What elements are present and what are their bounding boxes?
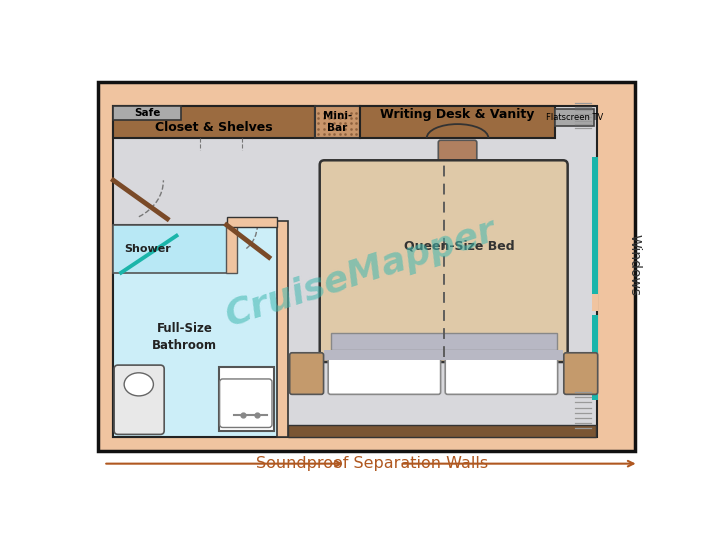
- Text: Queen-Size Bed: Queen-Size Bed: [404, 239, 514, 252]
- FancyBboxPatch shape: [320, 160, 567, 362]
- Bar: [593, 157, 598, 296]
- Text: CruiseMapper: CruiseMapper: [222, 213, 501, 333]
- Bar: [98, 82, 636, 451]
- FancyBboxPatch shape: [114, 365, 164, 434]
- Bar: [113, 106, 597, 437]
- Text: Mini-
Bar: Mini- Bar: [323, 111, 352, 133]
- Bar: [227, 217, 276, 226]
- Bar: [593, 294, 598, 311]
- Bar: [330, 333, 557, 350]
- FancyBboxPatch shape: [438, 140, 477, 162]
- Text: Shower: Shower: [124, 244, 171, 254]
- Text: Windows: Windows: [628, 234, 642, 296]
- Bar: [113, 225, 228, 273]
- Bar: [226, 225, 237, 273]
- FancyBboxPatch shape: [445, 357, 558, 394]
- Bar: [219, 367, 274, 430]
- Bar: [324, 350, 563, 360]
- Bar: [555, 110, 594, 126]
- Bar: [315, 106, 360, 138]
- Bar: [113, 106, 315, 138]
- Bar: [113, 106, 181, 120]
- Text: Closet & Shelves: Closet & Shelves: [156, 120, 273, 134]
- Text: Safe: Safe: [134, 109, 161, 118]
- Ellipse shape: [124, 373, 153, 396]
- Bar: [593, 315, 598, 400]
- Bar: [360, 106, 555, 138]
- Text: Full-Size
Bathroom: Full-Size Bathroom: [152, 322, 217, 352]
- Bar: [113, 225, 279, 437]
- Bar: [288, 425, 596, 437]
- FancyBboxPatch shape: [289, 353, 323, 394]
- FancyBboxPatch shape: [328, 357, 441, 394]
- FancyBboxPatch shape: [564, 353, 598, 394]
- Text: Soundproof Separation Walls: Soundproof Separation Walls: [256, 456, 488, 471]
- FancyBboxPatch shape: [220, 379, 272, 428]
- Bar: [276, 221, 288, 437]
- Bar: [98, 82, 636, 451]
- Text: Writing Desk & Vanity: Writing Desk & Vanity: [380, 109, 535, 122]
- Text: Flatscreen TV: Flatscreen TV: [546, 113, 603, 123]
